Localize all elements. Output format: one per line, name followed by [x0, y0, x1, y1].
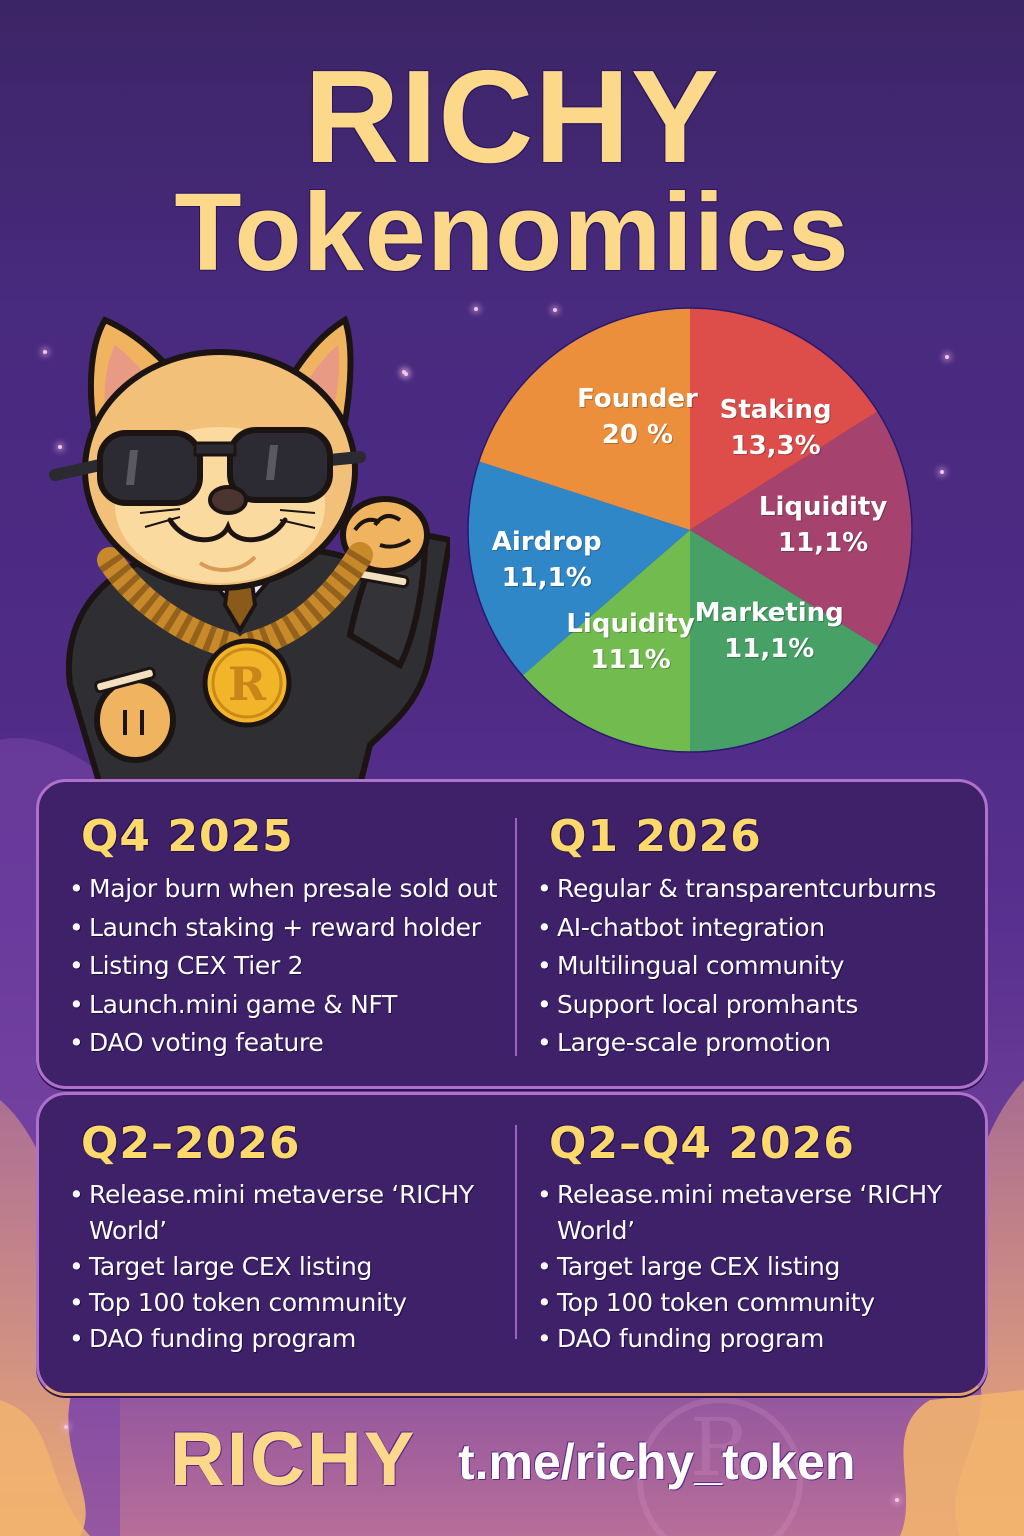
pie-label-category: Marketing [694, 598, 844, 629]
tokenomics-pie-chart: Founder 20 % Staking 13,3% Liquidity 11,1% Mar… [467, 307, 913, 753]
pie-label-value: 13,3% [730, 430, 821, 461]
mascot-cat-illustration: R [30, 305, 454, 788]
roadmap-item-list: Release.mini metaverse ‘RICHY World’ Tar… [535, 1177, 995, 1357]
pie-label-value: 11,1% [501, 563, 592, 594]
pie-label-value: 111% [590, 644, 671, 675]
roadmap-item: Release.mini metaverse ‘RICHY World’ [535, 1177, 995, 1249]
pie-label-value: 11,1% [724, 634, 815, 665]
footer-brand: RICHY [170, 1417, 417, 1502]
roadmap-item-list: Major burn when presale sold out Launch … [67, 870, 527, 1063]
pie-slice-founder [478, 308, 690, 530]
pie-label-liquidity: Liquidity 111% [566, 606, 694, 678]
pie-label-marketing: Marketing 11,1% [695, 595, 844, 667]
roadmap-column-q2-q4-2026: Q2–Q4 2026 Release.mini metaverse ‘RICHY… [535, 1095, 995, 1358]
roadmap-item: Regular & transparentcurburns [535, 870, 995, 909]
roadmap-item-list: Regular & transparentcurburns AI-chatbot… [535, 870, 995, 1063]
pie-label-founder: Founder 20 % [577, 381, 698, 453]
roadmap-column-q4-2025: Q4 2025 Major burn when presale sold out… [67, 782, 527, 1063]
roadmap-item: Launch.mini game & NFT [67, 986, 527, 1025]
pie-slice-airdrop [467, 461, 690, 676]
pie-label-liquidity: Liquidity 11,1% [759, 489, 887, 561]
pie-slice-staking [690, 308, 878, 530]
roadmap-item: DAO voting feature [67, 1024, 527, 1063]
pie-slice-liquidity [522, 530, 690, 752]
roadmap-item: Support local promhants [535, 986, 995, 1025]
roadmap-item: Listing CEX Tier 2 [67, 947, 527, 986]
footer: RICHY t.me/richy_token [0, 1418, 1024, 1508]
roadmap-item: Large-scale promotion [535, 1024, 995, 1063]
pie-slice-marketing [690, 530, 879, 752]
roadmap-item-list: Release.mini metaverse ‘RICHY World’ Tar… [67, 1177, 527, 1357]
roadmap-card-top: Q4 2025 Major burn when presale sold out… [36, 779, 988, 1089]
roadmap-item: Top 100 token community [535, 1285, 995, 1321]
roadmap-period-title: Q2–Q4 2026 [549, 1118, 855, 1169]
roadmap-item: DAO funding program [535, 1321, 995, 1357]
pie-slice-liquidity [690, 411, 912, 647]
pie-label-airdrop: Airdrop 11,1% [492, 524, 602, 596]
roadmap-item: DAO funding program [67, 1321, 527, 1357]
roadmap-item: Release.mini metaverse ‘RICHY World’ [67, 1177, 527, 1249]
pie-svg [467, 307, 913, 753]
roadmap-column-q1-2026: Q1 2026 Regular & transparentcurburns AI… [535, 782, 995, 1063]
roadmap-item: AI-chatbot integration [535, 909, 995, 948]
roadmap-period-title: Q4 2025 [81, 811, 294, 862]
roadmap-item: Target large CEX listing [535, 1249, 995, 1285]
telegram-link[interactable]: t.me/richy_token [458, 1434, 856, 1490]
pie-label-category: Founder [577, 384, 698, 415]
pie-label-value: 11,1% [778, 528, 869, 559]
pie-label-category: Airdrop [491, 527, 602, 558]
roadmap-card-bottom: Q2–2026 Release.mini metaverse ‘RICHY Wo… [36, 1092, 988, 1396]
roadmap-item: Multilingual community [535, 947, 995, 986]
roadmap-column-q2-2026: Q2–2026 Release.mini metaverse ‘RICHY Wo… [67, 1095, 527, 1358]
roadmap-item: Launch staking + reward holder [67, 909, 527, 948]
page-subtitle: Tokenomiics [174, 171, 850, 294]
roadmap-item: Top 100 token community [67, 1285, 527, 1321]
pie-label-staking: Staking 13,3% [720, 392, 832, 464]
roadmap-item: Target large CEX listing [67, 1249, 527, 1285]
roadmap-period-title: Q2–2026 [81, 1118, 301, 1169]
cat-mascot-icon: R [49, 315, 454, 788]
pie-label-category: Liquidity [758, 492, 888, 523]
pie-label-category: Staking [719, 394, 832, 425]
pie-label-category: Liquidity [566, 608, 695, 639]
roadmap-period-title: Q1 2026 [549, 811, 762, 862]
pie-label-value: 20 % [601, 420, 674, 451]
page-title: RICHY [304, 43, 720, 190]
roadmap-item: Major burn when presale sold out [67, 870, 527, 909]
medallion-letter: R [228, 657, 267, 711]
